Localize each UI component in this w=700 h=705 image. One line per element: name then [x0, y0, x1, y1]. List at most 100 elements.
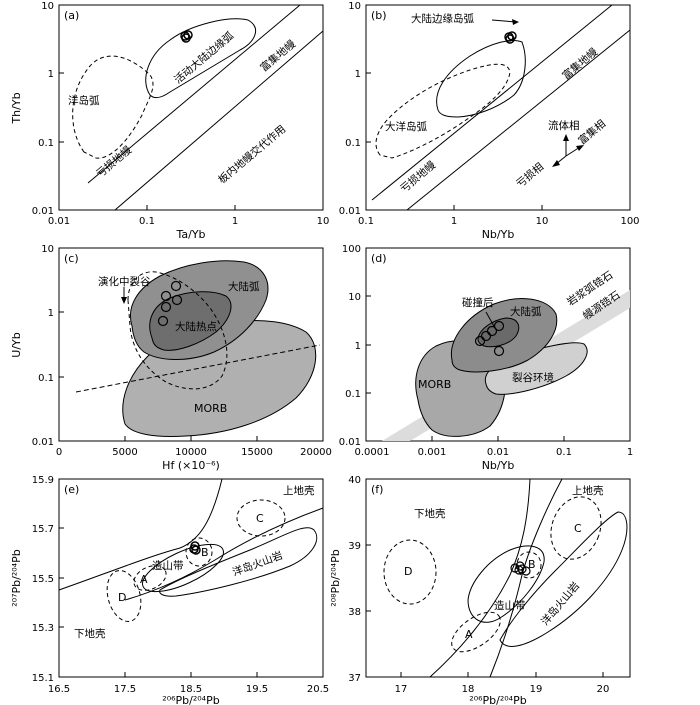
d-xlabel: Nb/Yb — [482, 459, 515, 472]
ocean-island-volcanic-field — [159, 527, 318, 597]
f-ylabel: ²⁰⁸Pb/²⁰⁴Pb — [329, 549, 342, 606]
evolving-rift-label: 演化中裂谷 — [98, 275, 151, 288]
c-ytick-3: 0.01 — [32, 437, 54, 448]
panel-b-label: (b) — [371, 9, 387, 22]
field-d — [106, 570, 142, 622]
e-ytick-1: 15.7 — [32, 524, 54, 535]
enriched-phase-label: 富集相 — [576, 117, 608, 147]
evolving-rift-field — [127, 271, 228, 390]
continental-arc-field — [145, 18, 257, 99]
c-xtick-0: 0 — [56, 447, 62, 458]
lower-crust-label: 下地壳 — [74, 627, 106, 640]
a-ytick-3: 0.01 — [32, 206, 54, 217]
field-c — [550, 496, 602, 560]
a-xtick-0: 0.01 — [48, 216, 70, 227]
field-b — [516, 551, 542, 579]
d-ytick-3: 0.1 — [345, 389, 361, 400]
f-ytick-2: 38 — [348, 607, 361, 618]
f-xtick-1: 18 — [462, 684, 475, 695]
field-a-label: A — [140, 573, 148, 586]
field-c — [236, 499, 286, 537]
e-xlabel: ²⁰⁶Pb/²⁰⁴Pb — [162, 694, 219, 705]
panel-d: (d) 碰撞后 大陆弧 MORB 裂谷环境 岩浆弧锆石 幔源锆石 0.0001 … — [339, 244, 633, 472]
f-xtick-3: 20 — [597, 684, 610, 695]
e-xtick-2: 18.5 — [180, 684, 202, 695]
post-collision-label: 碰撞后 — [462, 296, 494, 309]
ocean-island-volcanic-label: 洋岛火山岩 — [538, 579, 582, 628]
orogen-label: 造山带 — [152, 559, 184, 572]
f-ytick-0: 40 — [348, 475, 361, 486]
panel-b-samples — [504, 31, 517, 44]
a-xtick-1: 0.1 — [139, 216, 155, 227]
f-ytick-3: 37 — [348, 673, 361, 684]
c-xtick-3: 15000 — [241, 447, 273, 458]
e-ytick-0: 15.9 — [32, 475, 54, 486]
a-ytick-1: 1 — [48, 69, 54, 80]
d-xtick-3: 0.1 — [556, 447, 572, 458]
c-xtick-2: 10000 — [175, 447, 207, 458]
panel-e-samples — [189, 541, 201, 555]
a-ytick-0: 10 — [41, 1, 54, 12]
a-ylabel: Th/Yb — [10, 92, 23, 124]
field-a — [451, 611, 501, 653]
depleted-phase-label: 亏损相 — [514, 160, 546, 190]
f-xtick-2: 19 — [530, 684, 543, 695]
panel-c-label: (c) — [64, 252, 79, 265]
b-ytick-1: 1 — [355, 69, 361, 80]
c-ylabel: U/Yb — [10, 332, 23, 357]
e-xtick-1: 17.5 — [114, 684, 136, 695]
field-d-label: D — [404, 565, 412, 578]
panel-e-label: (e) — [64, 483, 79, 496]
ocean-arc-label: 洋岛弧 — [68, 94, 100, 107]
d-ytick-0: 100 — [342, 244, 361, 255]
panel-f-frame — [365, 478, 631, 678]
d-ytick-1: 10 — [348, 292, 361, 303]
a-xtick-2: 1 — [232, 216, 238, 227]
d-ytick-2: 1 — [355, 341, 361, 352]
b-xtick-1: 1 — [451, 216, 457, 227]
a-xtick-3: 10 — [317, 216, 330, 227]
panel-a: (a) 洋岛弧 活动大陆边缘弧 富集地幔 亏损地幔 板内地幔交代作用 0.01 … — [10, 1, 329, 241]
b-xtick-2: 10 — [536, 216, 549, 227]
field-b-label: B — [528, 558, 536, 571]
continental-arc-label: 大陆弧 — [228, 280, 260, 293]
d-xtick-4: 1 — [627, 447, 633, 458]
enriched-mantle-label: 富集地幔 — [560, 45, 601, 82]
panel-e-frame — [58, 478, 324, 678]
panel-a-label: (a) — [64, 9, 79, 22]
c-xlabel: Hf (×10⁻⁶) — [162, 459, 220, 472]
ocean-island-volcanic-label: 洋岛火山岩 — [231, 549, 285, 579]
field-a — [133, 565, 167, 591]
field-c-label: C — [574, 522, 582, 535]
a-xlabel: Ta/Yb — [175, 228, 205, 241]
orogen-field — [467, 545, 545, 623]
e-ytick-2: 15.5 — [32, 574, 54, 585]
ocean-island-volcanic-field — [499, 511, 628, 647]
enriched-mantle-label: 富集地幔 — [258, 37, 299, 74]
b-ytick-2: 0.1 — [345, 138, 361, 149]
depleted-mantle-label: 亏损地幔 — [94, 143, 135, 180]
d-xtick-1: 0.001 — [418, 447, 447, 458]
panel-b-frame — [365, 4, 631, 211]
field-c-label: C — [256, 512, 264, 525]
panel-a-samples — [180, 30, 193, 43]
panel-c-samples — [157, 280, 183, 327]
continental-arc-label: 大陆弧 — [510, 305, 542, 318]
panel-d-samples — [474, 320, 505, 357]
b-xtick-3: 100 — [620, 216, 639, 227]
continental-margin-arc-field — [436, 40, 526, 118]
d-ytick-4: 0.01 — [339, 437, 361, 448]
b-ytick-0: 10 — [348, 1, 361, 12]
f-xtick-0: 17 — [395, 684, 408, 695]
b-xtick-0: 0.1 — [358, 216, 374, 227]
morb-label: MORB — [418, 378, 451, 391]
d-xtick-2: 0.01 — [487, 447, 509, 458]
morb-label: MORB — [194, 402, 227, 415]
panel-d-label: (d) — [371, 252, 387, 265]
lower-crust-label: 下地壳 — [414, 507, 446, 520]
orogen-label: 造山带 — [494, 599, 526, 612]
a-ytick-2: 0.1 — [38, 138, 54, 149]
panel-e: (e) 上地壳 C B A 造山带 洋岛火山岩 D 下地壳 16.5 17.5 … — [10, 475, 329, 705]
c-ytick-0: 10 — [41, 244, 54, 255]
